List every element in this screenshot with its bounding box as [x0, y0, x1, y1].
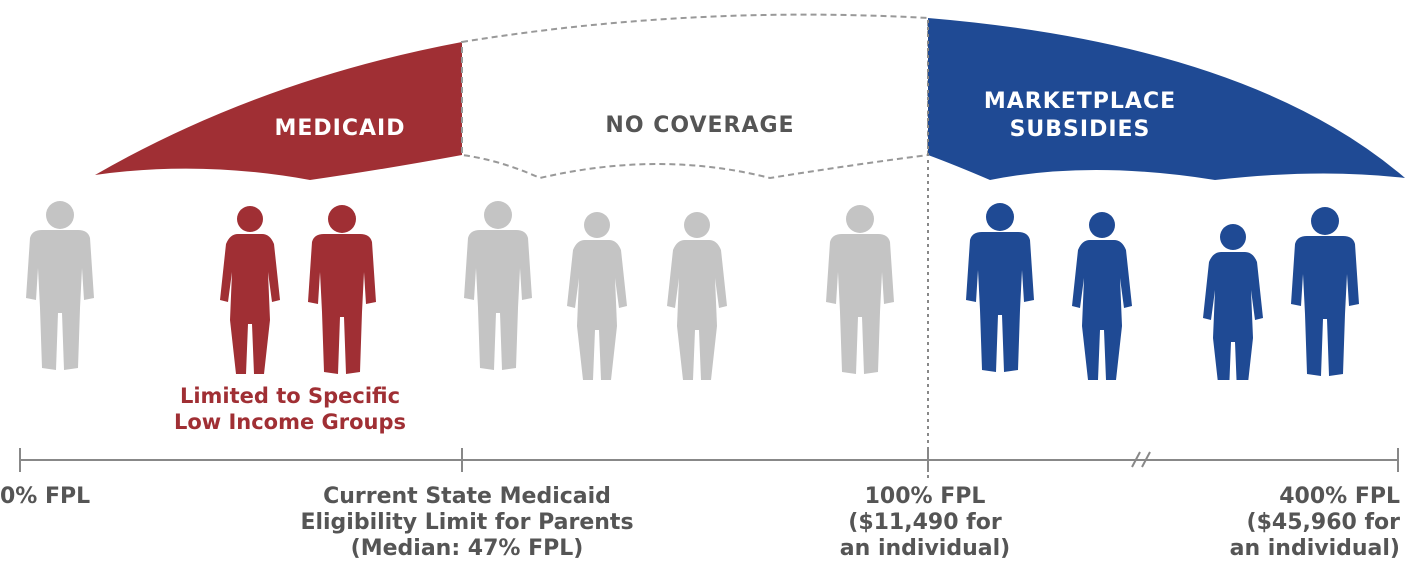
coverage-umbrella: [95, 13, 1405, 180]
person-gray-0fpl: [26, 201, 94, 370]
marketplace-label-line2: SUBSIDIES: [1009, 117, 1151, 142]
person-nocov-man-2: [826, 205, 894, 374]
marketplace-subsidies-label: MARKETPLACE SUBSIDIES: [950, 88, 1210, 144]
person-nocov-woman-1: [567, 212, 627, 380]
limited-groups-note: Limited to Specific Low Income Groups: [120, 383, 460, 435]
no-coverage-canopy: [461, 13, 929, 180]
person-medicaid-man: [308, 205, 376, 374]
fpl100-line1: 100% FPL: [864, 484, 986, 509]
state-limit-line3: (Median: 47% FPL): [350, 536, 584, 561]
person-market-woman-2: [1203, 224, 1263, 380]
person-market-man-1: [966, 203, 1034, 372]
fpl400-line3: an individual): [1229, 536, 1400, 561]
medicaid-label: MEDICAID: [274, 116, 406, 141]
label-400-fpl: 400% FPL ($45,960 for an individual): [1150, 484, 1400, 562]
label-100-fpl: 100% FPL ($11,490 for an individual): [795, 484, 1055, 562]
fpl100-line3: an individual): [839, 536, 1011, 561]
fpl400-line2: ($45,960 for: [1246, 510, 1400, 535]
no-coverage-label: NO COVERAGE: [605, 113, 795, 138]
marketplace-canopy: [928, 18, 1405, 180]
state-limit-line1: Current State Medicaid: [323, 484, 611, 509]
medicaid-canopy: [95, 42, 462, 180]
person-market-woman-1: [1072, 212, 1132, 380]
axis-break-icon: [1131, 451, 1151, 468]
marketplace-label-line1: MARKETPLACE: [983, 89, 1177, 114]
person-market-man-2: [1291, 207, 1359, 376]
label-0-fpl: 0% FPL: [0, 484, 91, 509]
limited-note-line2: Low Income Groups: [173, 410, 407, 434]
fpl-axis: [19, 448, 1399, 472]
fpl100-line2: ($11,490 for: [848, 510, 1002, 535]
limited-note-line1: Limited to Specific: [179, 384, 401, 408]
label-state-limit: Current State Medicaid Eligibility Limit…: [232, 484, 702, 562]
state-limit-line2: Eligibility Limit for Parents: [300, 510, 634, 535]
person-medicaid-woman: [220, 206, 280, 374]
person-nocov-man: [464, 201, 532, 370]
fpl400-line1: 400% FPL: [1279, 484, 1400, 509]
people-row: [26, 201, 1359, 380]
person-nocov-woman-2: [667, 212, 727, 380]
